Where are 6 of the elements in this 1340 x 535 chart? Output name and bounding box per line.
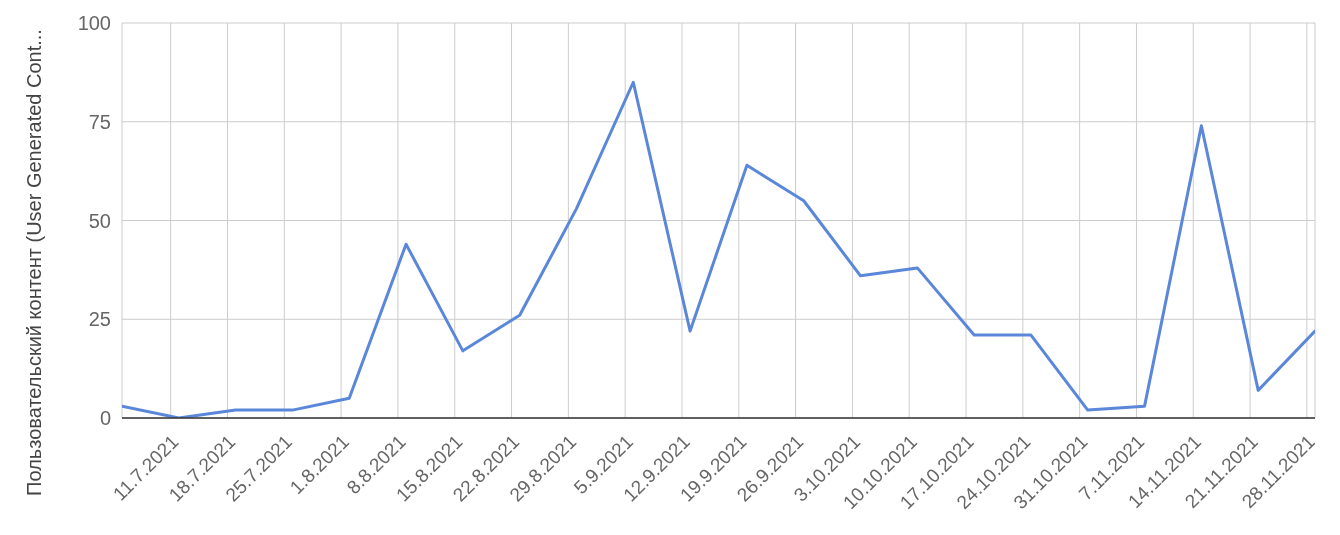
y-tick-label: 25	[88, 308, 111, 331]
y-tick-label: 0	[99, 407, 111, 430]
y-axis-title: Пользовательский контент (User Generated Cont...	[23, 29, 45, 496]
y-tick-label: 75	[88, 110, 111, 133]
y-tick-label: 50	[88, 209, 111, 232]
y-tick-label: 100	[77, 12, 111, 35]
